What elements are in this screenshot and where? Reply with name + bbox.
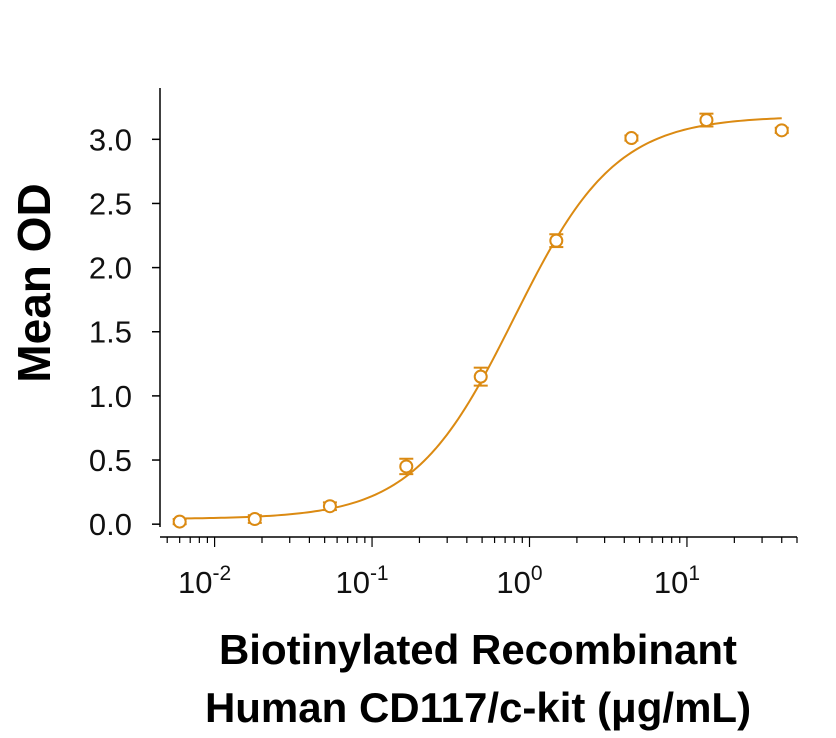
axis-titles: Mean OD Biotinylated Recombinant Human C… [8,183,751,731]
data-points-group [172,112,789,529]
data-point [774,123,789,138]
y-tick-label: 1.5 [89,315,132,350]
x-tick-label: 10-1 [335,562,388,600]
x-axis-title-line-1: Biotinylated Recombinant [219,626,737,673]
x-tick-base: 10 [335,565,369,600]
data-point [399,457,414,476]
y-tick-label: 2.5 [89,186,132,221]
x-tick-label: 100 [496,562,542,600]
y-tick-label: 1.0 [89,379,132,414]
data-point-marker [774,123,789,138]
data-point [247,512,262,527]
data-point [322,499,337,514]
data-point [699,112,714,128]
data-point-marker [699,113,714,128]
x-tick-base: 10 [178,565,212,600]
x-tick-exponent: -1 [370,562,389,585]
x-tick-base: 10 [496,565,530,600]
x-axis-ticks: 10-2 10-1 100 101 [166,537,798,600]
y-tick-label: 0.0 [89,507,132,542]
data-point [172,514,187,529]
y-tick-label: 2.0 [89,251,132,286]
y-axis-ticks: 0.0 0.5 1.0 1.5 2.0 2.5 3.0 [89,122,160,542]
x-tick-base: 10 [654,565,688,600]
data-point-marker [172,514,187,529]
x-tick-label: 101 [654,562,700,600]
x-tick-exponent: -2 [212,562,231,585]
x-axis-title-line-2: Human CD117/c-kit (μg/mL) [205,684,751,731]
y-tick-label: 0.5 [89,443,132,478]
data-point-marker [473,369,488,384]
x-tick-exponent: 0 [531,562,543,585]
data-point [473,366,488,387]
fit-curve-line [179,117,782,520]
y-tick-label: 3.0 [89,122,132,157]
y-axis-title: Mean OD [8,183,60,382]
data-point-marker [322,499,337,514]
data-point-marker [399,459,414,474]
data-point-marker [247,512,262,527]
data-point-marker [549,233,564,248]
axes: 0.00.51.01.52.02.53.0 10-2 10-1 100 101 [89,88,798,600]
data-point [624,131,639,146]
data-point-marker [624,131,639,146]
x-tick-exponent: 1 [688,562,700,585]
fit-curve-group [179,117,782,520]
x-tick-label: 10-2 [178,562,231,600]
data-point [549,233,564,249]
